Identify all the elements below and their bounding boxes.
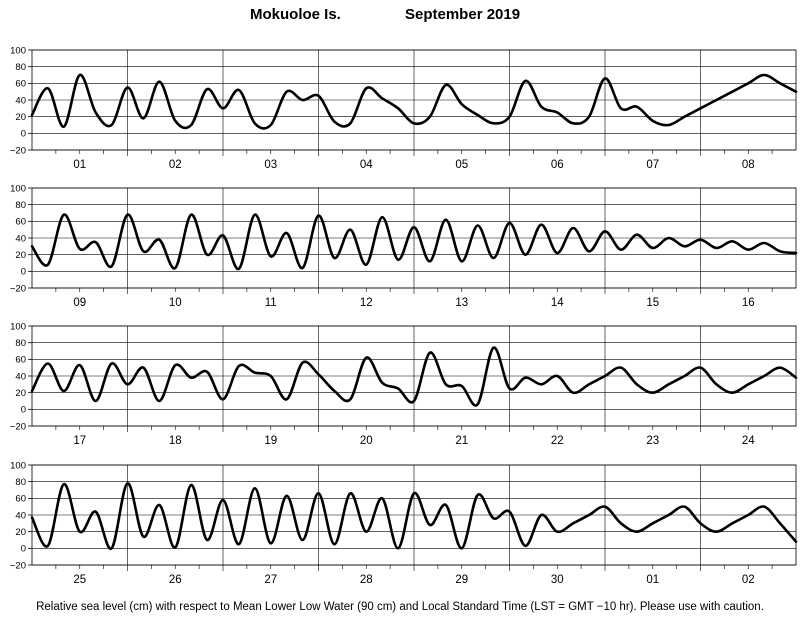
chart-title: Mokuoloe Is. September 2019 — [0, 6, 800, 28]
tide-curve — [30, 73, 798, 130]
panel-frame — [31, 49, 797, 151]
y-tick-label: 60 — [15, 355, 26, 366]
day-label: 14 — [551, 297, 564, 309]
y-tick-label: 40 — [15, 510, 26, 521]
y-tick-label: −20 — [10, 560, 26, 571]
y-tick-label: 40 — [15, 95, 26, 106]
day-label: 04 — [360, 159, 373, 171]
day-label: 18 — [169, 435, 182, 447]
y-tick-label: 0 — [21, 267, 26, 278]
y-tick-label: 60 — [15, 79, 26, 90]
day-label: 17 — [73, 435, 86, 447]
day-label: 09 — [73, 297, 86, 309]
y-tick-label: 60 — [15, 217, 26, 228]
tide-panel-1: 100 80 60 40 20 0 −20 01 02 03 04 05 06 07 08 — [10, 45, 798, 171]
day-label: 24 — [742, 435, 755, 447]
y-tick-label: 20 — [15, 250, 26, 261]
day-label: 10 — [169, 297, 182, 309]
title-period: September 2019 — [405, 6, 521, 23]
day-label: 06 — [551, 159, 564, 171]
day-label: 08 — [742, 159, 755, 171]
y-tick-label: 80 — [15, 200, 26, 211]
y-tick-label: −20 — [10, 283, 26, 294]
tide-panel-4: 100 80 60 40 20 0 −20 25 26 27 28 29 30 01 02 — [10, 460, 798, 586]
tide-panel-3: 100 80 60 40 20 0 −20 17 18 19 20 21 22 23 24 — [10, 321, 798, 447]
panel-frame — [31, 325, 797, 427]
day-label: 01 — [73, 159, 86, 171]
day-label: 30 — [551, 574, 564, 586]
day-label: 25 — [73, 574, 86, 586]
day-label: 15 — [646, 297, 659, 309]
day-label: 27 — [264, 574, 277, 586]
y-tick-label: 0 — [21, 129, 26, 140]
day-label: 26 — [169, 574, 182, 586]
y-tick-label: −20 — [10, 421, 26, 432]
y-tick-label: 20 — [15, 112, 26, 123]
y-tick-label: 100 — [10, 183, 26, 194]
day-label: 20 — [360, 435, 373, 447]
title-station: Mokuoloe Is. — [250, 6, 341, 23]
panel-frame — [31, 187, 797, 289]
y-tick-label: 100 — [10, 321, 26, 332]
day-label: 29 — [455, 574, 468, 586]
y-tick-label: 60 — [15, 494, 26, 505]
y-tick-label: 20 — [15, 388, 26, 399]
day-label: 19 — [264, 435, 277, 447]
y-tick-label: −20 — [10, 145, 26, 156]
panel-frame — [31, 464, 797, 566]
y-tick-label: 20 — [15, 527, 26, 538]
tide-curve — [30, 482, 798, 550]
y-tick-label: 0 — [21, 544, 26, 555]
day-label: 16 — [742, 297, 755, 309]
y-tick-label: 80 — [15, 338, 26, 349]
day-label: 02 — [742, 574, 755, 586]
day-label: 12 — [360, 297, 373, 309]
tide-curve — [30, 346, 798, 407]
day-label: 05 — [455, 159, 468, 171]
y-tick-label: 0 — [21, 405, 26, 416]
day-label: 02 — [169, 159, 182, 171]
footer-note: Relative sea level (cm) with respect to … — [36, 601, 764, 613]
day-label: 23 — [646, 435, 659, 447]
y-tick-label: 40 — [15, 371, 26, 382]
day-label: 22 — [551, 435, 564, 447]
y-tick-label: 100 — [10, 460, 26, 471]
y-tick-label: 100 — [10, 45, 26, 56]
y-tick-label: 80 — [15, 62, 26, 73]
day-label: 21 — [455, 435, 468, 447]
day-label: 28 — [360, 574, 373, 586]
y-tick-label: 40 — [15, 233, 26, 244]
tide-curve — [30, 213, 798, 271]
day-label: 03 — [264, 159, 277, 171]
day-label: 13 — [455, 297, 468, 309]
day-label: 07 — [646, 159, 659, 171]
tide-panel-2: 100 80 60 40 20 0 −20 09 10 11 12 13 14 15 16 — [10, 183, 798, 309]
y-tick-label: 80 — [15, 477, 26, 488]
day-label: 11 — [265, 297, 277, 309]
day-label: 01 — [646, 574, 659, 586]
